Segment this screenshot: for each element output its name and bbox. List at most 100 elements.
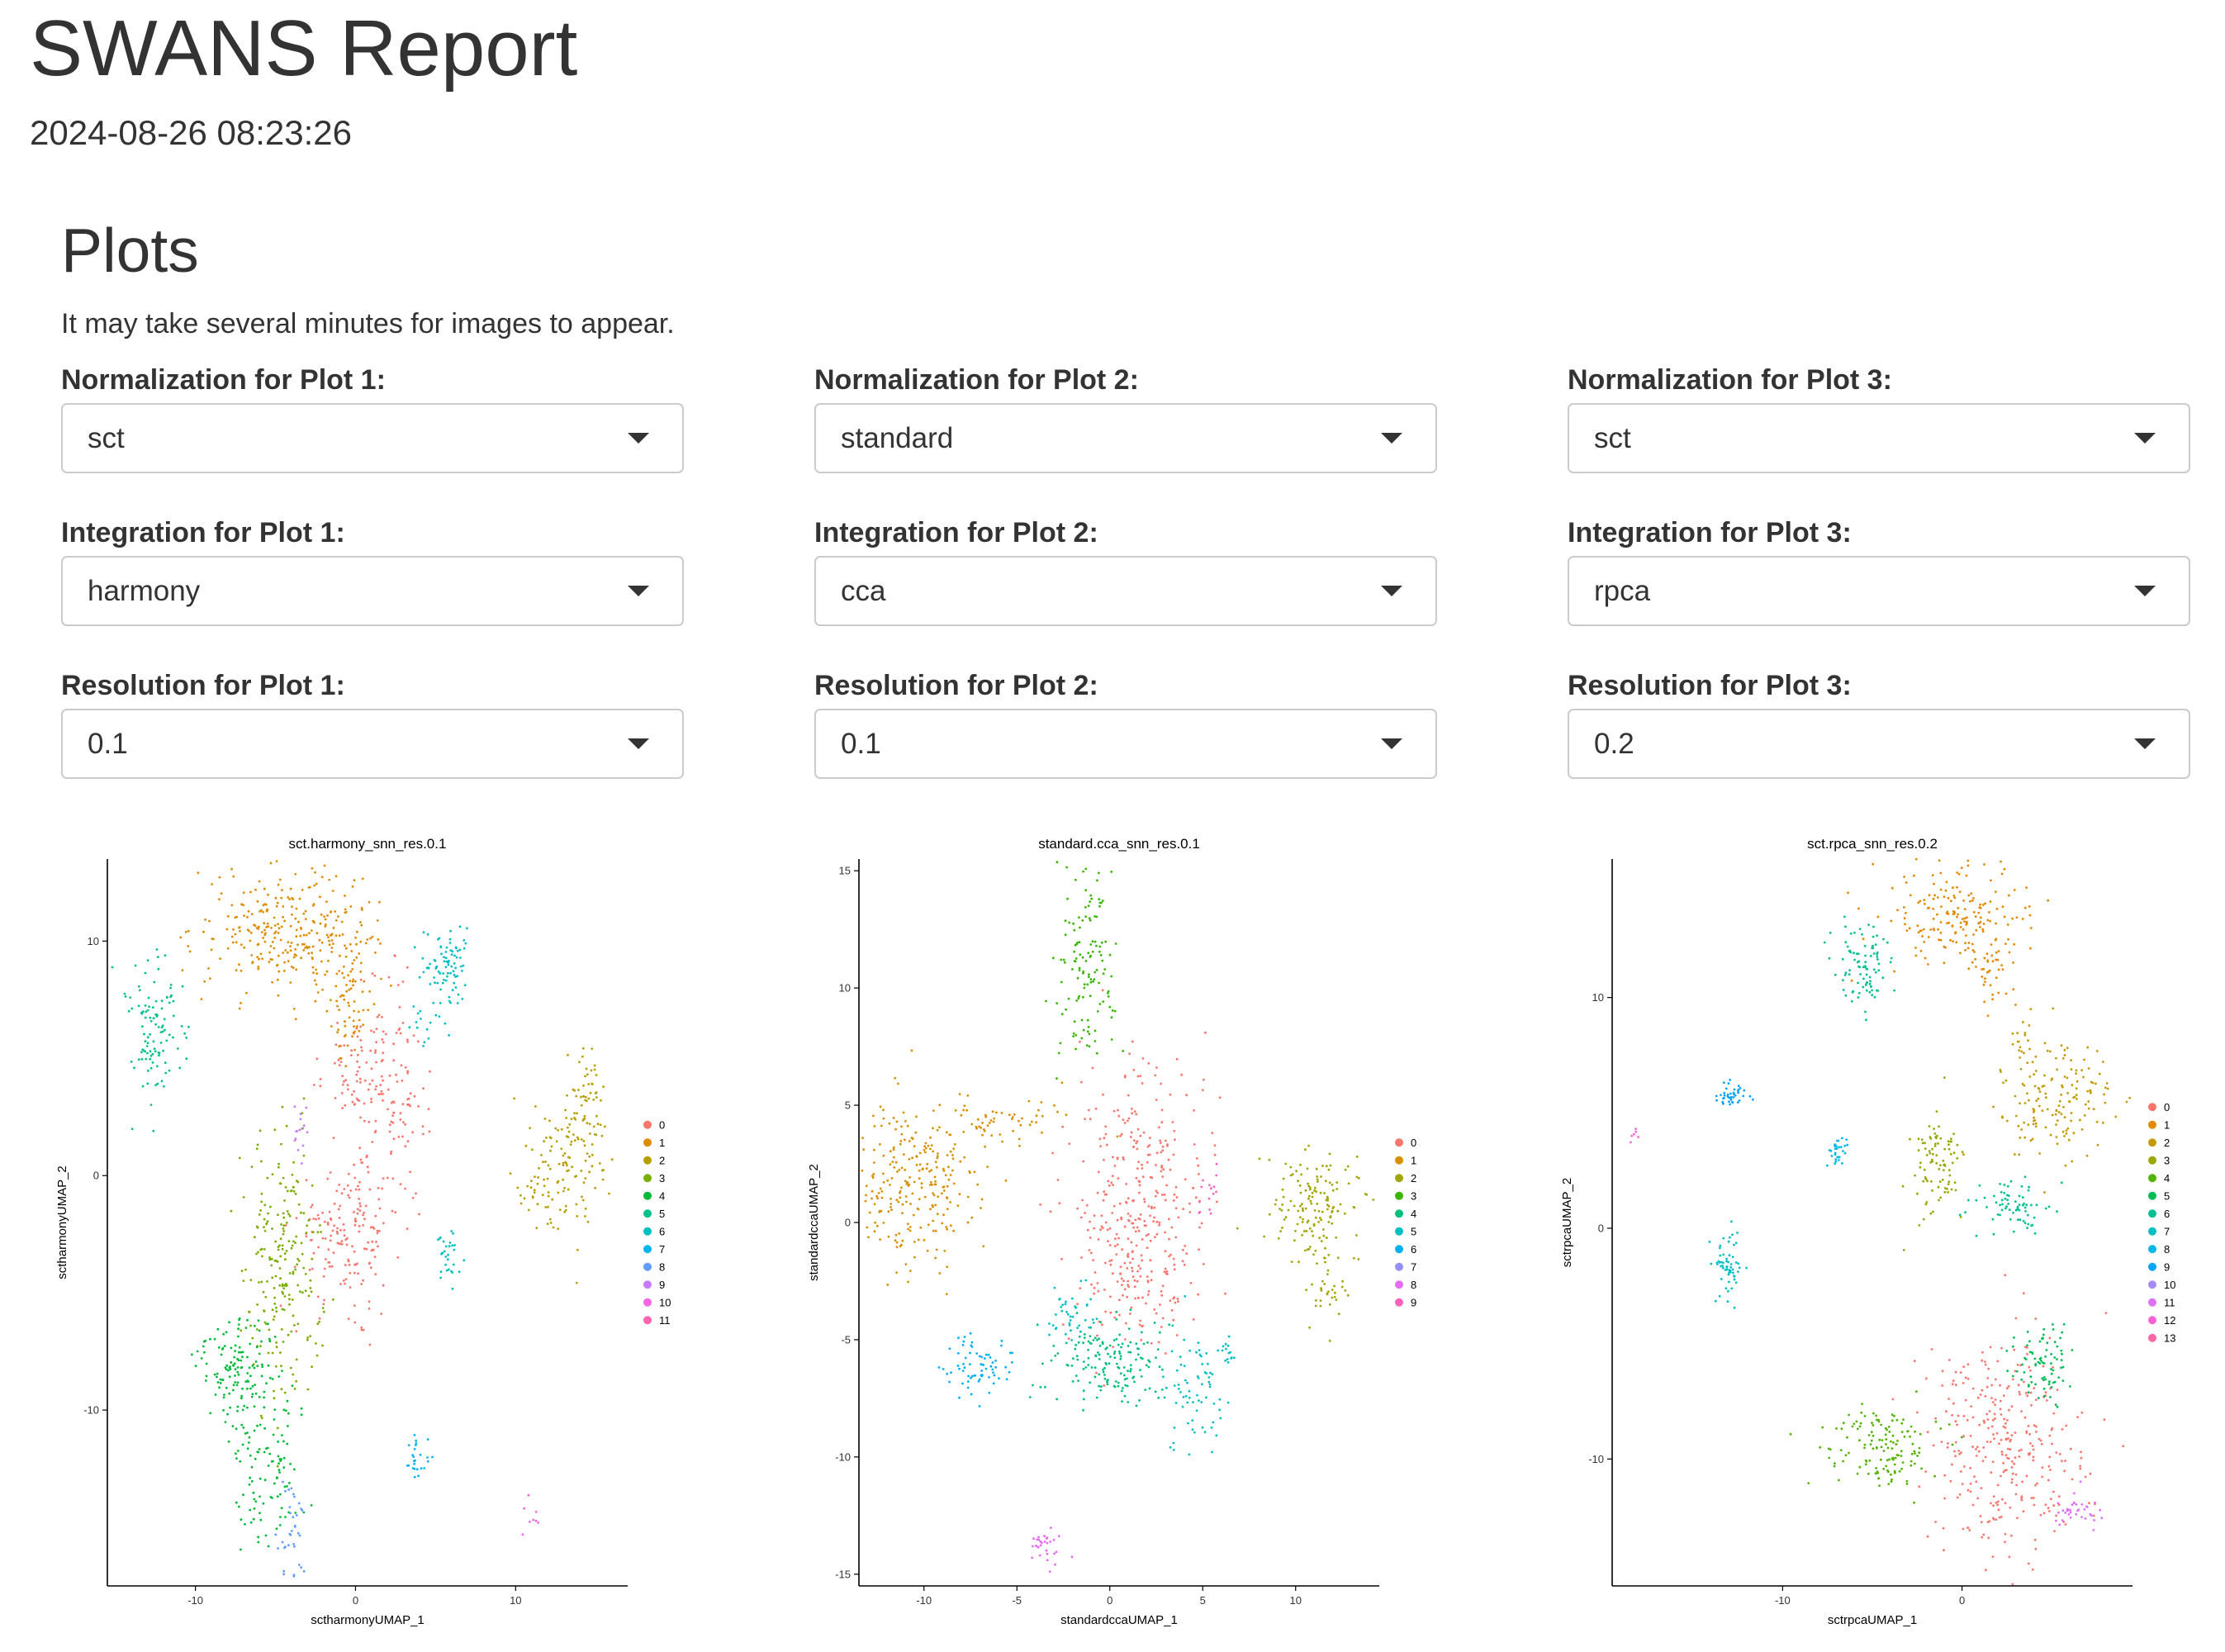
data-point (1085, 1203, 1089, 1207)
y-tick-label: 0 (93, 1170, 99, 1182)
data-point (1999, 1384, 2001, 1387)
data-point (1996, 1360, 2000, 1363)
data-point (234, 1350, 236, 1352)
data-point (273, 1482, 276, 1485)
data-point (2055, 1123, 2057, 1126)
data-point (1139, 1275, 1142, 1278)
data-point (1208, 1383, 1212, 1386)
data-point (936, 1213, 939, 1216)
data-point (2083, 1114, 2086, 1117)
data-point (1186, 1401, 1189, 1404)
data-point (168, 1001, 171, 1004)
data-point (1010, 1118, 1013, 1120)
data-point (557, 1227, 559, 1230)
data-point (427, 1108, 430, 1111)
data-point (1721, 1265, 1724, 1267)
data-point (1146, 1145, 1150, 1148)
data-point (1169, 1093, 1172, 1096)
data-point (587, 1097, 591, 1100)
data-point (1187, 1422, 1189, 1425)
data-point (191, 1353, 193, 1356)
data-point (932, 1194, 936, 1197)
data-point (278, 1267, 282, 1270)
data-point (1307, 1182, 1309, 1185)
resolution-select-plot-3[interactable]: 0.2 (1568, 709, 2190, 779)
data-point (1737, 1085, 1740, 1088)
normalization-select-plot-2[interactable]: standard (814, 403, 1437, 473)
data-point (923, 1145, 926, 1148)
data-point (445, 1269, 448, 1272)
data-point (249, 1324, 252, 1327)
data-point (1863, 1415, 1867, 1417)
data-point (274, 896, 278, 900)
integration-select-plot-2[interactable]: cca (814, 556, 1437, 626)
data-point (1863, 1443, 1867, 1446)
data-point (353, 959, 356, 961)
data-point (1327, 1205, 1331, 1208)
normalization-select-plot-1[interactable]: sct (61, 403, 684, 473)
data-point (343, 965, 345, 968)
data-point (1175, 1057, 1179, 1061)
normalization-select-plot-3[interactable]: sct (1568, 403, 2190, 473)
data-point (211, 938, 214, 940)
data-point (581, 1195, 583, 1199)
data-point (141, 1048, 145, 1051)
data-point (589, 1132, 591, 1135)
data-point (130, 1007, 134, 1010)
data-point (1928, 1125, 1931, 1127)
data-point (242, 1279, 245, 1282)
resolution-select-plot-2[interactable]: 0.1 (814, 709, 1437, 779)
data-point (1992, 1504, 1995, 1507)
integration-select-plot-3[interactable]: rpca (1568, 556, 2190, 626)
data-point (236, 1405, 240, 1408)
data-point (978, 1125, 980, 1128)
data-point (1210, 1427, 1213, 1429)
data-point (1888, 1458, 1891, 1461)
data-point (569, 1143, 572, 1146)
data-point (1135, 1358, 1137, 1361)
data-point (950, 1224, 952, 1227)
data-point (258, 1213, 261, 1216)
data-point (374, 1273, 377, 1276)
data-point (344, 1024, 347, 1028)
data-point (1098, 1337, 1100, 1341)
data-point (918, 1169, 921, 1172)
data-point (935, 1248, 938, 1251)
data-point (1966, 864, 1970, 867)
data-point (1075, 1344, 1077, 1346)
data-point (289, 981, 292, 984)
data-point (1887, 1483, 1891, 1485)
data-point (2013, 1336, 2015, 1339)
data-point (1872, 925, 1875, 928)
data-point (1336, 1209, 1340, 1213)
data-point (1936, 896, 1939, 899)
data-point (328, 878, 331, 881)
integration-select-plot-1[interactable]: harmony (61, 556, 684, 626)
data-point (138, 985, 140, 988)
data-point (1326, 1199, 1329, 1202)
data-point (1844, 1454, 1848, 1457)
data-point (1137, 1265, 1141, 1267)
data-point (1114, 1237, 1117, 1241)
data-point (1153, 1206, 1156, 1209)
resolution-select-plot-1[interactable]: 0.1 (61, 709, 684, 779)
data-point (347, 974, 349, 977)
data-point (406, 1070, 410, 1073)
data-point (338, 934, 341, 937)
data-point (292, 1373, 295, 1376)
data-point (942, 1189, 946, 1192)
data-point (899, 1142, 902, 1146)
data-point (1876, 952, 1879, 956)
data-point (1112, 1384, 1116, 1388)
data-point (1032, 1537, 1035, 1540)
data-point (2041, 1377, 2044, 1380)
data-point (267, 1364, 270, 1367)
cluster-4-points (1789, 1390, 1963, 1504)
data-point (369, 937, 372, 940)
data-point (1160, 1151, 1163, 1154)
data-point (909, 1226, 912, 1228)
data-point (2089, 1089, 2092, 1092)
data-point (282, 1408, 286, 1412)
data-point (1184, 1294, 1187, 1298)
data-point (312, 971, 315, 974)
